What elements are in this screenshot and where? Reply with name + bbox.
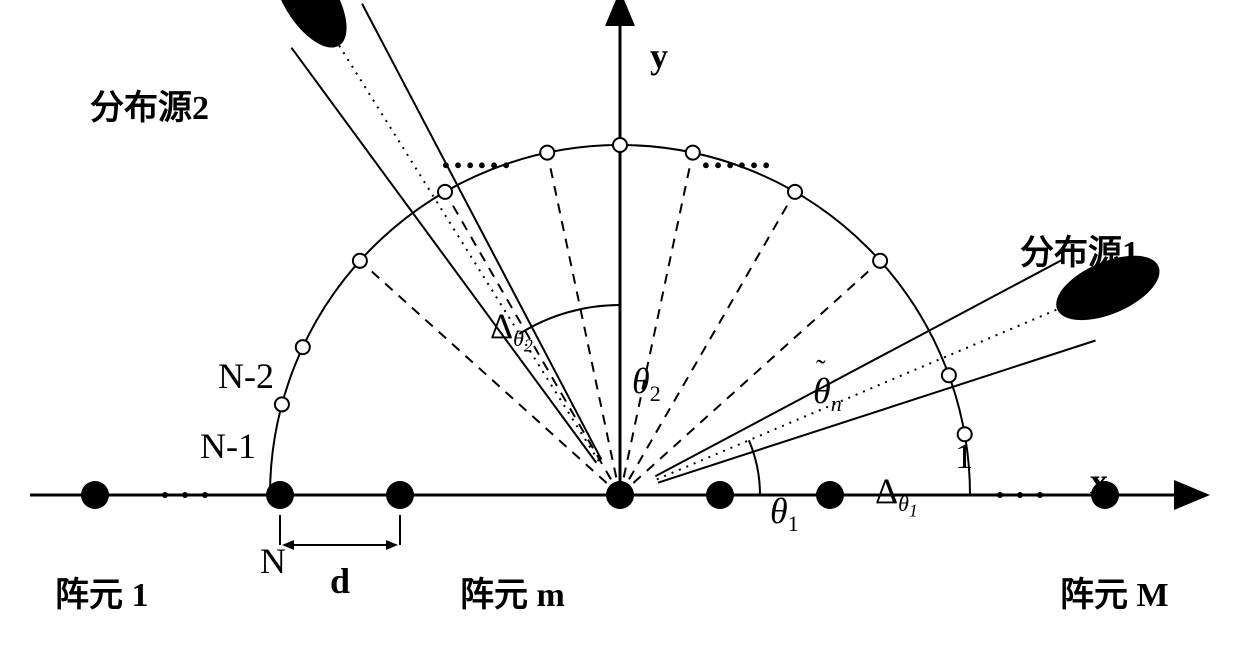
array-element bbox=[266, 481, 294, 509]
array-elem-m-label: 阵元 m bbox=[460, 567, 565, 616]
array-ellipsis-dot bbox=[202, 492, 208, 498]
dashed-ray bbox=[547, 153, 620, 495]
theta1-label: θ1 bbox=[770, 490, 799, 537]
arc-node bbox=[275, 397, 289, 411]
arc-node bbox=[296, 340, 310, 354]
theta2-arc bbox=[519, 305, 620, 334]
theta2-label: θ2 bbox=[632, 360, 661, 407]
delta-theta2-label: Δθ2 bbox=[490, 305, 533, 357]
x-axis-label: x bbox=[1090, 460, 1108, 502]
arc-node-Nm1-label: N-1 bbox=[200, 425, 256, 467]
source1-title: 分布源1 bbox=[1020, 225, 1139, 274]
source2-title: 分布源2 bbox=[90, 80, 209, 129]
arc-node bbox=[788, 185, 802, 199]
arc-node bbox=[540, 146, 554, 160]
arc-node-Nm2-label: N-2 bbox=[218, 355, 274, 397]
y-axis-label: y bbox=[650, 35, 668, 77]
theta-tilde-n-label: θ˜n bbox=[813, 370, 842, 417]
d-label: d bbox=[330, 560, 350, 602]
source2-ellipse bbox=[259, 0, 361, 59]
arc-node-N-label: N bbox=[260, 540, 286, 582]
arc-node-1-label: 1 bbox=[955, 435, 973, 477]
array-ellipsis-dot bbox=[182, 492, 188, 498]
source1-center-line bbox=[657, 300, 1080, 480]
array-element bbox=[81, 481, 109, 509]
delta-theta1-label: Δθ1 bbox=[875, 470, 918, 522]
array-element bbox=[706, 481, 734, 509]
array-elem-M-label: 阵元 M bbox=[1060, 567, 1169, 616]
source2-cone-edge bbox=[291, 48, 596, 463]
source2-cone-edge bbox=[362, 4, 601, 460]
dashed-ray bbox=[360, 261, 620, 495]
arc-node bbox=[686, 146, 700, 160]
arc-node bbox=[438, 185, 452, 199]
array-element bbox=[606, 481, 634, 509]
array-element bbox=[816, 481, 844, 509]
dots-top-left: …… bbox=[440, 135, 512, 177]
array-ellipsis-dot bbox=[1037, 492, 1043, 498]
d-arrow-right bbox=[386, 540, 398, 550]
array-elem-1-label: 阵元 1 bbox=[55, 567, 149, 616]
arc-node bbox=[873, 254, 887, 268]
arc-node bbox=[942, 368, 956, 382]
array-ellipsis-dot bbox=[1017, 492, 1023, 498]
arc-node bbox=[353, 254, 367, 268]
dashed-ray bbox=[620, 153, 693, 495]
source1-cone-edge bbox=[658, 340, 1095, 482]
source2-center-line bbox=[326, 24, 599, 461]
array-element bbox=[386, 481, 414, 509]
dots-top-right: …… bbox=[700, 135, 772, 177]
theta1-arc bbox=[749, 440, 760, 495]
arc-node bbox=[613, 138, 627, 152]
array-ellipsis-dot bbox=[997, 492, 1003, 498]
source1-cone-edge bbox=[655, 260, 1061, 476]
array-ellipsis-dot bbox=[162, 492, 168, 498]
